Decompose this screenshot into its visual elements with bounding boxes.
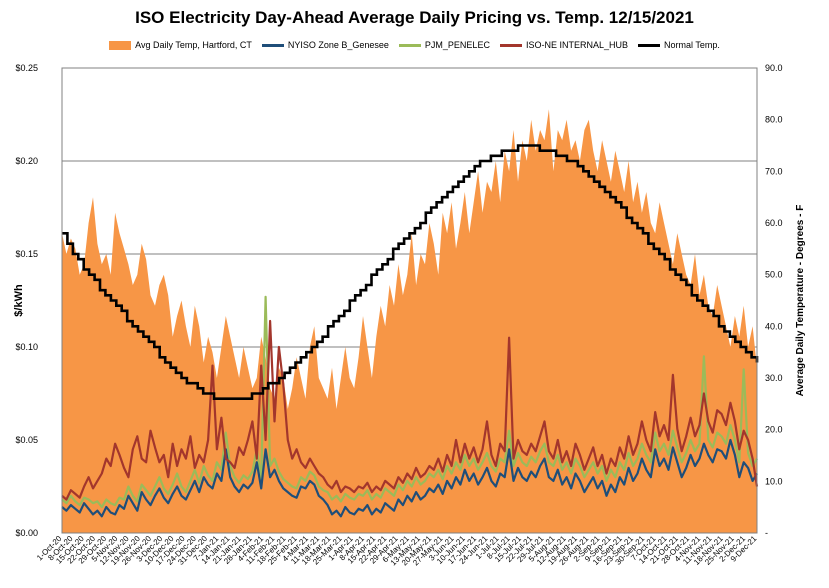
- y2-tick-label: 30.0: [765, 373, 783, 383]
- axes: [61, 68, 758, 534]
- legend-swatch: [499, 43, 522, 47]
- legend-swatch: [637, 43, 660, 47]
- legend-label: ISO-NE INTERNAL_HUB: [525, 40, 628, 50]
- legend: Avg Daily Temp, Hartford, CT NYISO Zone B…: [0, 40, 829, 50]
- legend-item: PJM_PENELEC: [398, 40, 490, 50]
- price-lines-layer: [61, 144, 759, 518]
- legend-label: PJM_PENELEC: [424, 40, 490, 50]
- y-tick-label: $0.20: [15, 156, 38, 166]
- y-tick-label: $0.25: [15, 63, 38, 73]
- legend-swatch: [261, 43, 284, 47]
- y2-tick-label: 40.0: [765, 321, 783, 331]
- legend-item: Normal Temp.: [637, 40, 720, 50]
- y2-tick-label: 60.0: [765, 218, 783, 228]
- y-tick-label: $0.10: [15, 342, 38, 352]
- y2-tick-label: 50.0: [765, 270, 783, 280]
- series-isone-line: [61, 319, 759, 501]
- series-normal-temp-line: [62, 144, 759, 400]
- y-tick-label: $0.15: [15, 249, 38, 259]
- y2-tick-label: -: [765, 528, 768, 538]
- legend-item: Avg Daily Temp, Hartford, CT: [109, 40, 252, 50]
- legend-item: ISO-NE INTERNAL_HUB: [499, 40, 628, 50]
- chart-title: ISO Electricity Day-Ahead Average Daily …: [135, 8, 694, 27]
- legend-label: NYISO Zone B_Genesee: [287, 40, 389, 50]
- legend-label: Normal Temp.: [663, 40, 720, 50]
- axis-labels: $0.00 $0.05 $0.10 $0.15 $0.20 $0.25 - 10.0 20.0 3…: [13, 63, 806, 567]
- y-axis-title: $/kWh: [13, 284, 25, 317]
- y2-tick-label: 10.0: [765, 476, 783, 486]
- legend-item: NYISO Zone B_Genesee: [261, 40, 389, 50]
- y-tick-label: $0.05: [15, 435, 38, 445]
- y2-tick-label: 80.0: [765, 115, 783, 125]
- y2-axis-title: Average Daily Temperature - Degrees - F: [795, 205, 806, 397]
- y2-tick-label: 20.0: [765, 425, 783, 435]
- legend-label: Avg Daily Temp, Hartford, CT: [135, 40, 252, 50]
- series-nyiso-line: [61, 438, 758, 518]
- series-temp-area: [62, 109, 757, 534]
- series-pjm-line: [61, 295, 758, 509]
- temperature-area-layer: [62, 109, 757, 534]
- y2-tick-label: 70.0: [765, 166, 783, 176]
- legend-swatch: [109, 40, 132, 50]
- legend-swatch: [398, 43, 421, 47]
- y-tick-label: $0.00: [15, 528, 38, 538]
- y2-tick-label: 90.0: [765, 63, 783, 73]
